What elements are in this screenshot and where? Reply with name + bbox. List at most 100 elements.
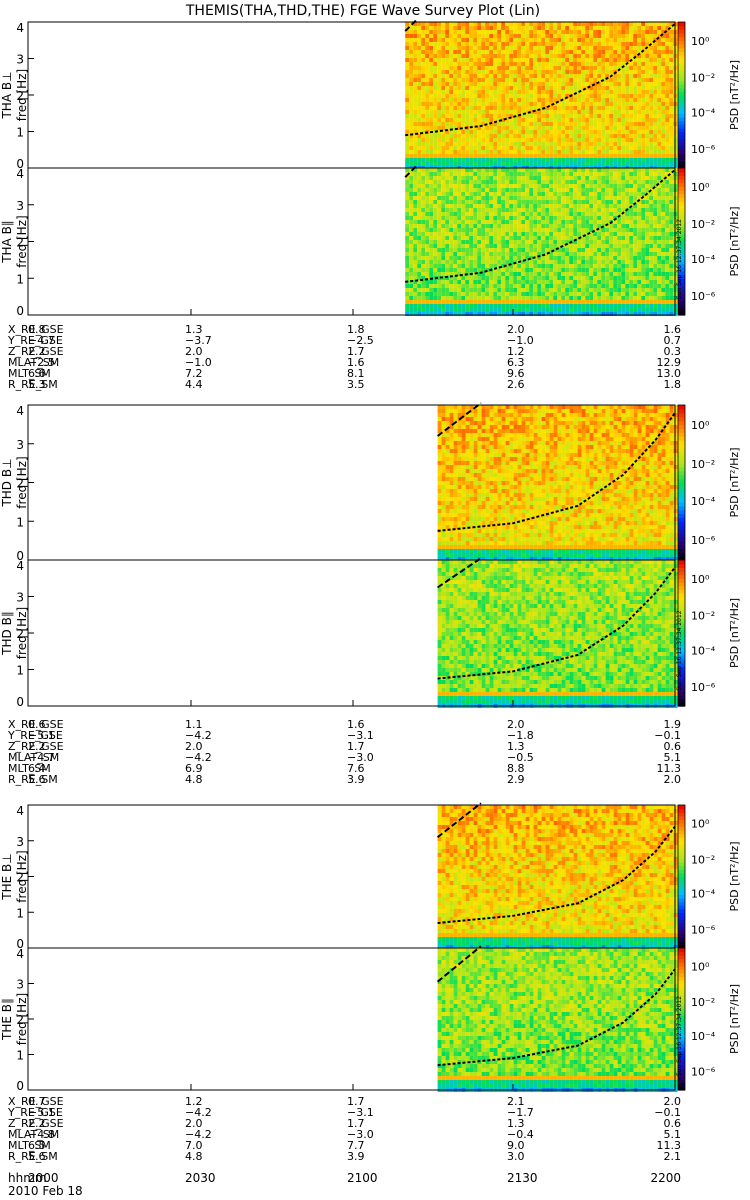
heatmap-cell (593, 304, 598, 308)
heatmap-cell (481, 304, 486, 308)
heatmap-cell (549, 216, 554, 220)
heatmap-cell (497, 268, 502, 272)
heatmap-cell (477, 244, 482, 248)
heatmap-cell (597, 236, 602, 240)
heatmap-cell (409, 200, 414, 204)
heatmap-cell (497, 126, 502, 130)
heatmap-cell (657, 200, 662, 204)
heatmap-cell (657, 260, 662, 264)
heatmap-cell (461, 102, 466, 106)
heatmap-cell (605, 34, 610, 38)
heatmap-cell (425, 70, 430, 74)
heatmap-cell (417, 146, 422, 150)
heatmap-cell (485, 296, 490, 300)
heatmap-cell (553, 184, 558, 188)
heatmap-cell (505, 180, 510, 184)
heatmap-cell (649, 240, 654, 244)
heatmap-cell (649, 296, 654, 300)
heatmap-cell (445, 74, 450, 78)
heatmap-cell (557, 204, 562, 208)
heatmap-cell (429, 284, 434, 288)
heatmap-cell (537, 54, 542, 58)
heatmap-cell (437, 196, 442, 200)
heatmap-cell (457, 176, 462, 180)
heatmap-cell (413, 62, 418, 66)
heatmap-cell (625, 216, 630, 220)
heatmap-cell (609, 312, 614, 316)
heatmap-cell (589, 26, 594, 30)
heatmap-cell (485, 196, 490, 200)
heatmap-cell (649, 192, 654, 196)
heatmap-cell (653, 34, 658, 38)
heatmap-cell (521, 240, 526, 244)
heatmap-cell (661, 168, 666, 172)
heatmap-cell (461, 134, 466, 138)
heatmap-cell (617, 122, 622, 126)
heatmap-cell (541, 66, 546, 70)
heatmap-cell (449, 300, 454, 304)
heatmap-cell (661, 260, 666, 264)
heatmap-cell (525, 142, 530, 146)
heatmap-cell (465, 118, 470, 122)
heatmap-cell (541, 74, 546, 78)
heatmap-cell (413, 280, 418, 284)
heatmap-cell (441, 288, 446, 292)
heatmap-cell (569, 228, 574, 232)
heatmap-cell (585, 142, 590, 146)
heatmap-cell (461, 106, 466, 110)
heatmap-cell (597, 114, 602, 118)
heatmap-cell (485, 208, 490, 212)
heatmap-cell (525, 114, 530, 118)
heatmap-cell (577, 224, 582, 228)
heatmap-cell (549, 158, 554, 162)
heatmap-cell (449, 268, 454, 272)
heatmap-cell (557, 102, 562, 106)
heatmap-cell (433, 184, 438, 188)
heatmap-cell (481, 312, 486, 316)
heatmap-cell (561, 154, 566, 158)
heatmap-cell (433, 146, 438, 150)
heatmap-cell (617, 70, 622, 74)
heatmap-cell (573, 50, 578, 54)
heatmap-cell (637, 114, 642, 118)
colorbar-segment (678, 51, 685, 56)
heatmap-cell (613, 244, 618, 248)
heatmap-cell (585, 118, 590, 122)
heatmap-cell (521, 188, 526, 192)
heatmap-cell (609, 236, 614, 240)
heatmap-cell (661, 54, 666, 58)
heatmap-cell (497, 102, 502, 106)
heatmap-cell (469, 102, 474, 106)
heatmap-cell (657, 304, 662, 308)
heatmap-cell (409, 138, 414, 142)
heatmap-cell (545, 232, 550, 236)
heatmap-cell (513, 58, 518, 62)
heatmap-cell (577, 252, 582, 256)
heatmap-cell (477, 98, 482, 102)
heatmap-cell (605, 180, 610, 184)
heatmap-cell (525, 66, 530, 70)
heatmap-cell (605, 252, 610, 256)
heatmap-cell (641, 172, 646, 176)
heatmap-cell (633, 212, 638, 216)
heatmap-cell (473, 256, 478, 260)
heatmap-cell (661, 276, 666, 280)
heatmap-cell (441, 58, 446, 62)
heatmap-cell (505, 248, 510, 252)
heatmap-cell (485, 146, 490, 150)
heatmap-cell (569, 42, 574, 46)
heatmap-cell (661, 66, 666, 70)
heatmap-cell (449, 224, 454, 228)
heatmap-cell (597, 268, 602, 272)
heatmap-cell (589, 118, 594, 122)
heatmap-cell (445, 212, 450, 216)
heatmap-cell (513, 34, 518, 38)
heatmap-cell (521, 308, 526, 312)
heatmap-cell (413, 118, 418, 122)
heatmap-cell (585, 204, 590, 208)
heatmap-cell (465, 154, 470, 158)
heatmap-cell (465, 106, 470, 110)
heatmap-cell (513, 252, 518, 256)
heatmap-cell (581, 304, 586, 308)
